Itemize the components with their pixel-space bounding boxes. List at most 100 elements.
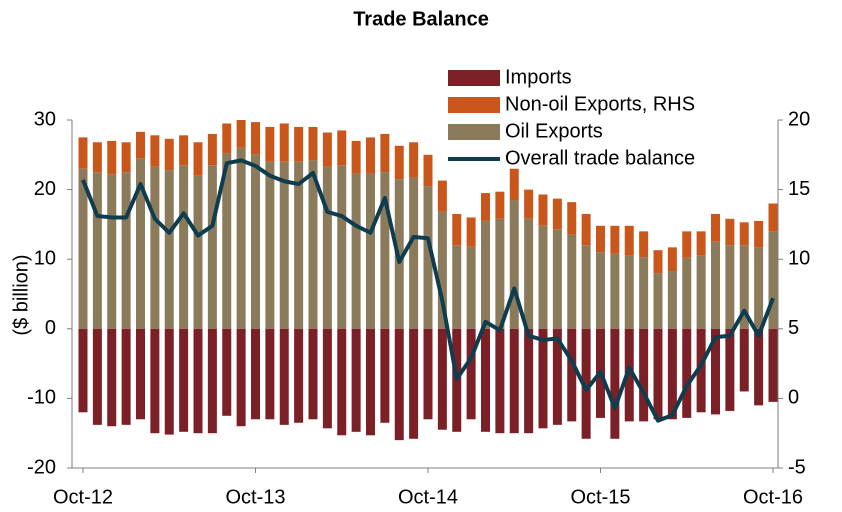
bar (279, 123, 289, 162)
bar (78, 328, 88, 413)
bar (437, 328, 447, 430)
bar (164, 138, 174, 171)
y-tick-label: -10 (27, 387, 56, 409)
bar (768, 328, 778, 402)
bar (193, 328, 203, 434)
line (81, 158, 775, 423)
bar (164, 170, 174, 329)
bar (251, 122, 260, 155)
y2-tick-label: 20 (788, 108, 810, 130)
bar (92, 172, 102, 329)
bar (380, 133, 390, 173)
bar (78, 168, 88, 329)
bar (179, 165, 189, 329)
bar (711, 213, 720, 242)
bar (136, 158, 145, 329)
bar (610, 253, 620, 329)
legend-label: Imports (505, 66, 572, 88)
bar (596, 225, 605, 253)
bar (265, 328, 275, 420)
x-tick-label: Oct-12 (53, 486, 113, 508)
bar (567, 202, 577, 235)
bar (150, 166, 160, 329)
bar (207, 328, 217, 434)
bar (265, 126, 275, 162)
bar (107, 140, 117, 175)
bar (351, 140, 361, 174)
bar (121, 328, 131, 425)
bar (711, 328, 720, 415)
bar (481, 220, 490, 329)
bar (754, 220, 764, 248)
bar (509, 328, 519, 434)
bar (653, 273, 663, 329)
bar (437, 211, 447, 329)
bar (236, 147, 246, 329)
bar (337, 328, 347, 436)
bar (653, 328, 663, 420)
bar (466, 217, 476, 247)
bar (768, 231, 778, 329)
y2-tick-label: -5 (788, 456, 806, 478)
bar (322, 132, 332, 167)
bar (481, 328, 490, 432)
bar (121, 172, 131, 329)
bar (107, 328, 117, 427)
bar (624, 328, 634, 422)
bar (394, 328, 404, 441)
bar (322, 166, 332, 329)
bar (725, 218, 735, 246)
bar (739, 222, 749, 246)
y-tick-label: 30 (34, 108, 56, 130)
bar (279, 328, 289, 425)
bar (624, 225, 634, 256)
bar (596, 252, 605, 329)
bar (567, 234, 577, 329)
bar (150, 328, 160, 434)
bar (222, 123, 232, 154)
bar (538, 328, 548, 429)
bar (725, 245, 735, 329)
bar (409, 328, 419, 439)
bar (538, 225, 548, 329)
bar (308, 160, 318, 329)
bar (739, 328, 749, 392)
bar (308, 126, 318, 161)
legend-swatch (448, 124, 500, 140)
bar (366, 137, 375, 174)
bar (754, 328, 764, 406)
bar (452, 213, 462, 246)
bar (222, 328, 232, 416)
bar (610, 328, 620, 439)
bar (624, 255, 634, 329)
bar (552, 328, 562, 425)
bar (107, 174, 117, 329)
y-axis-label: ($ billion) (10, 254, 32, 335)
bar (251, 328, 260, 420)
bar (552, 198, 562, 230)
bar (294, 328, 304, 423)
bar (639, 257, 649, 329)
bar (696, 328, 706, 413)
bar (509, 200, 519, 329)
bar (538, 194, 548, 226)
bar (509, 168, 519, 201)
y2-tick-label: 15 (788, 178, 810, 200)
bar (380, 328, 390, 423)
y-tick-label: 0 (45, 317, 56, 339)
legend-label: Overall trade balance (505, 147, 695, 169)
bar (308, 328, 318, 420)
x-tick-label: Oct-13 (225, 486, 285, 508)
legend-label: Oil Exports (505, 120, 603, 142)
bar (337, 130, 347, 166)
bar (380, 172, 390, 329)
bar (711, 241, 720, 329)
bar (236, 328, 246, 427)
bar (466, 328, 476, 420)
bar (92, 328, 102, 425)
legend-swatch (448, 70, 500, 86)
legend-label: Non-oil Exports, RHS (505, 93, 695, 115)
bar (409, 177, 419, 329)
bar (207, 165, 217, 329)
y-tick-label: -20 (27, 456, 56, 478)
